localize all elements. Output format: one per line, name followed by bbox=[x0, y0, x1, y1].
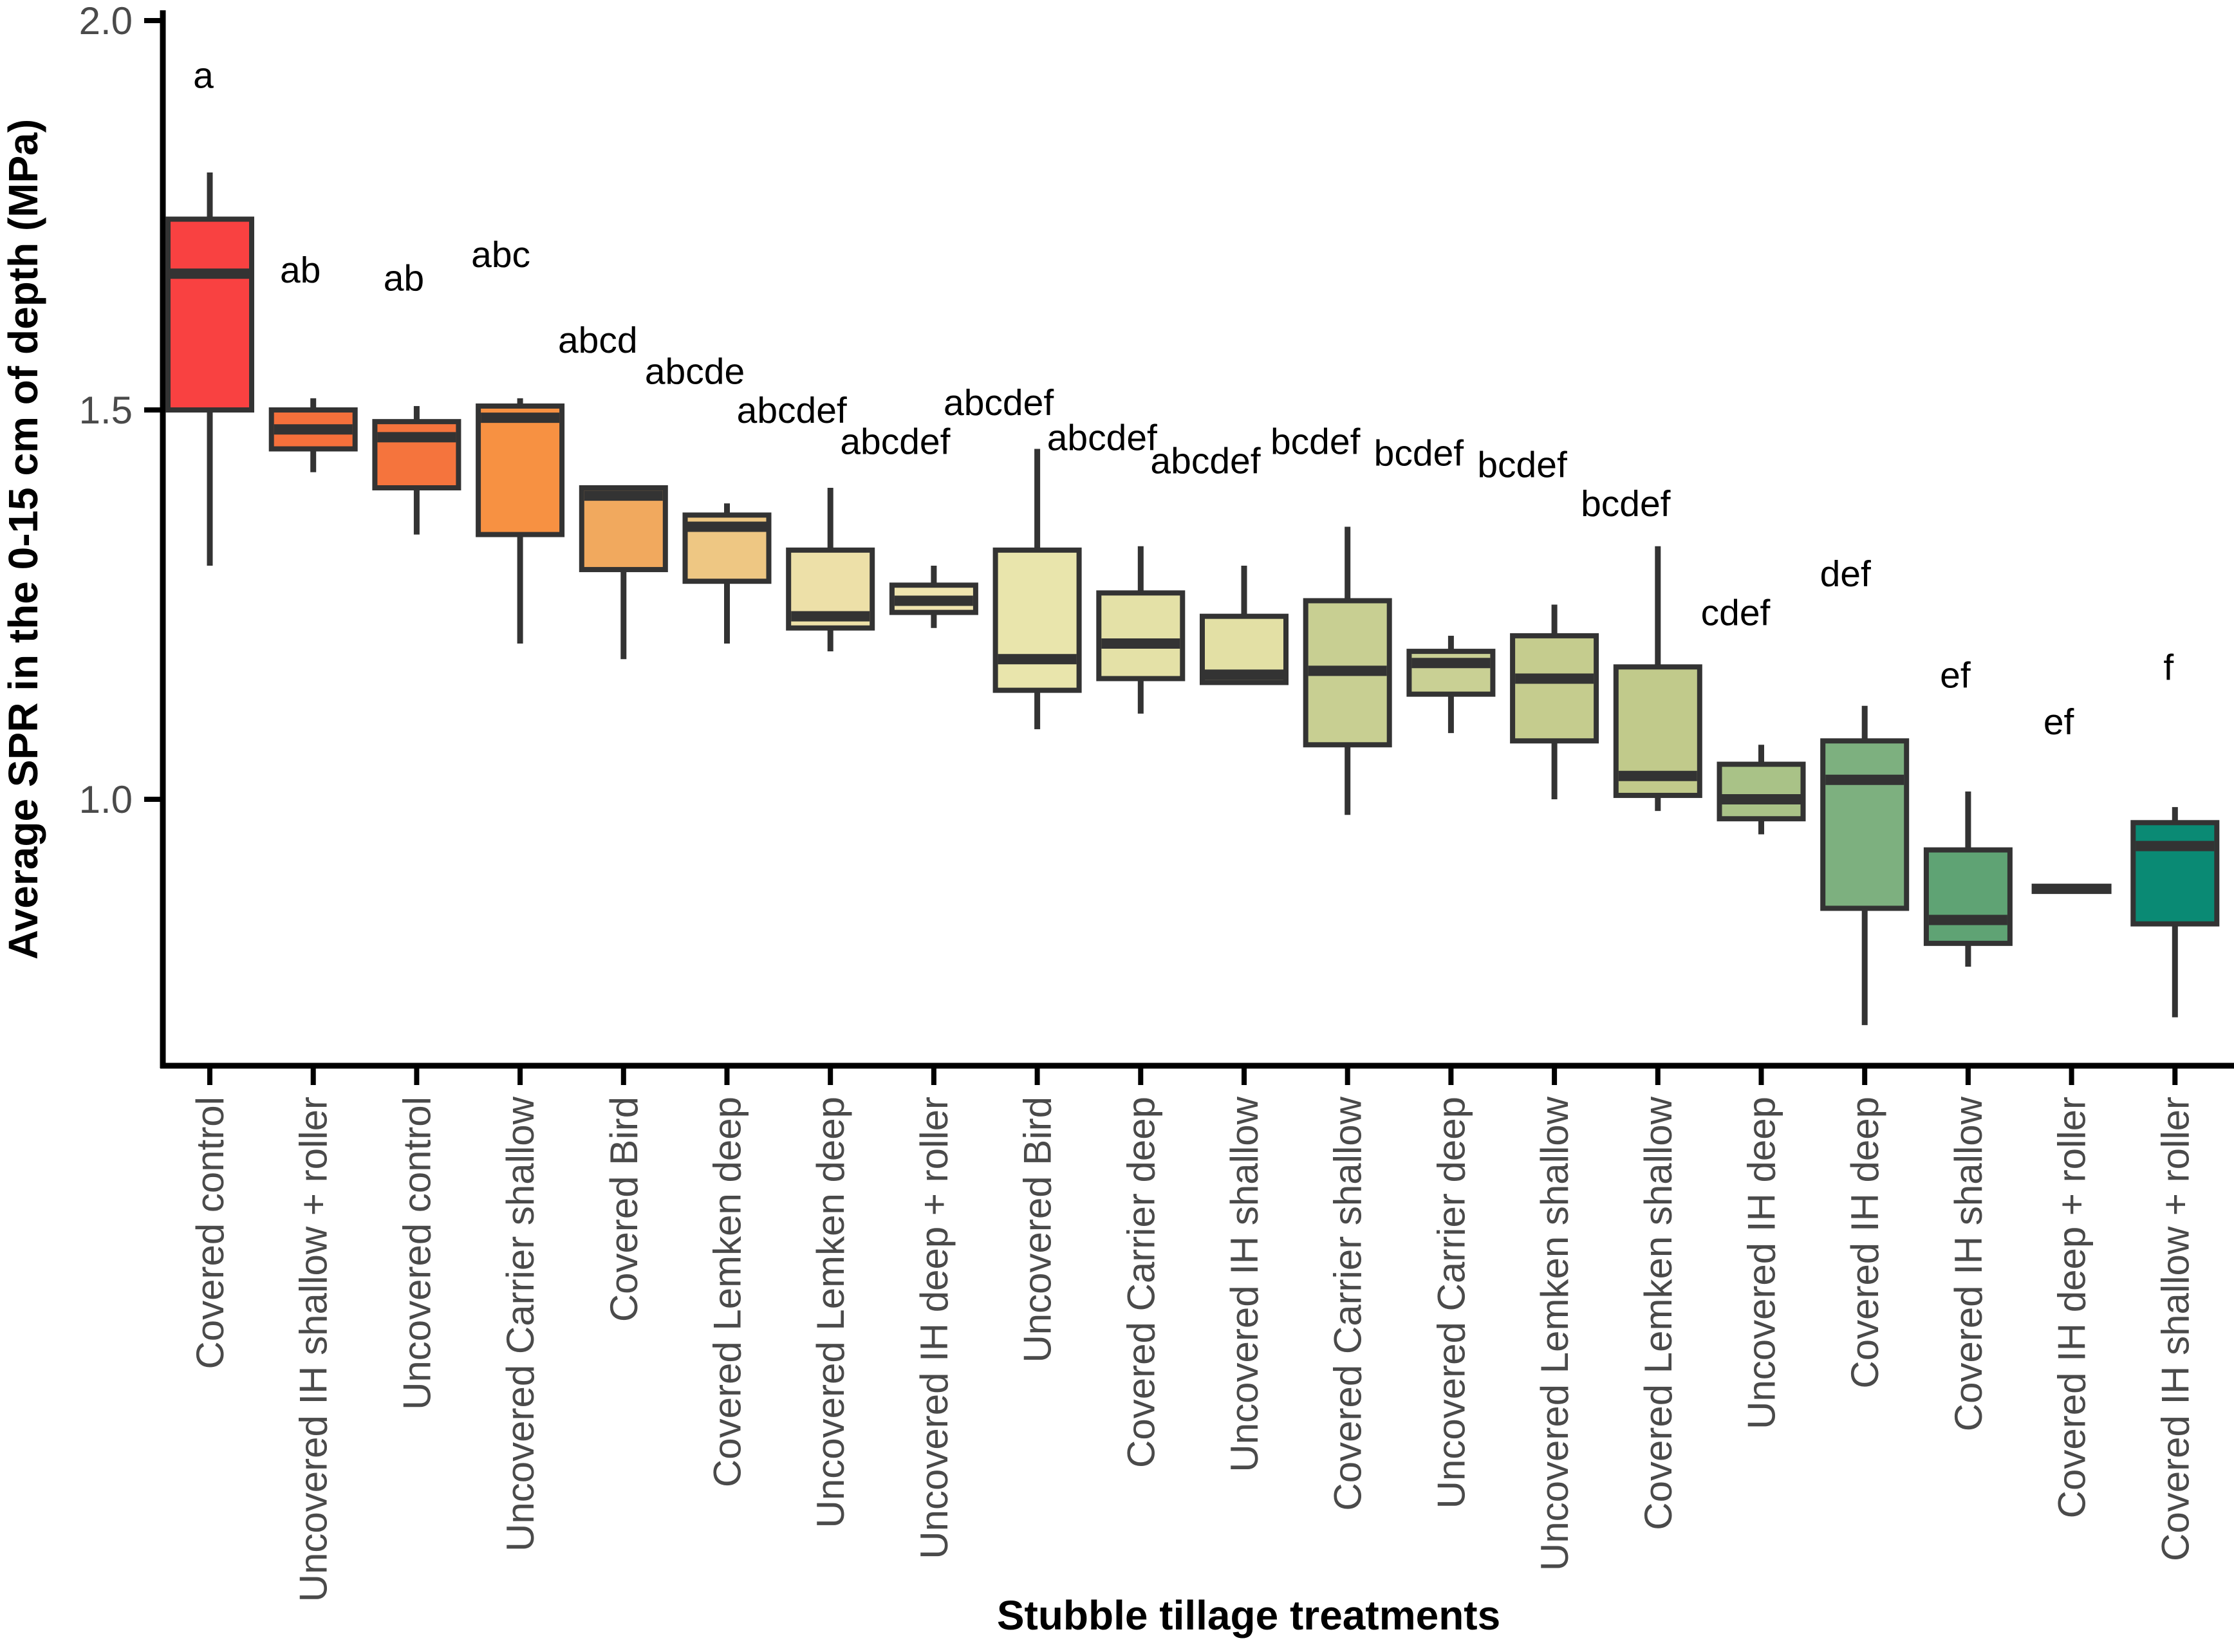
significance-letter: abcdef bbox=[1047, 417, 1157, 458]
significance-letter: cdef bbox=[1701, 593, 1771, 634]
significance-letter: bcdef bbox=[1477, 445, 1567, 486]
x-tick-label: Covered IH shallow + roller bbox=[2154, 1097, 2197, 1561]
significance-letter: f bbox=[2163, 647, 2173, 688]
x-tick-label: Covered Lemken deep bbox=[706, 1097, 749, 1487]
x-axis-title: Stubble tillage treatments bbox=[997, 1592, 1500, 1638]
significance-letter: abcde bbox=[645, 351, 745, 393]
box-18 bbox=[1923, 847, 2013, 946]
y-axis-title: Average SPR in the 0-15 cm of depth (MPa… bbox=[0, 119, 46, 960]
x-tick-label: Covered Lemken shallow bbox=[1637, 1096, 1680, 1530]
significance-letter: bcdef bbox=[1581, 483, 1671, 524]
significance-letter: def bbox=[1820, 553, 1871, 595]
x-tick-label: Covered Carrier shallow bbox=[1326, 1096, 1370, 1510]
significance-letter: ab bbox=[384, 257, 424, 299]
significance-letter: a bbox=[193, 55, 214, 97]
x-tick-label: Covered Bird bbox=[602, 1097, 646, 1322]
box-20 bbox=[2130, 820, 2220, 927]
x-tick-label: Uncovered IH shallow bbox=[1223, 1096, 1266, 1472]
box-4 bbox=[476, 403, 565, 537]
box-14 bbox=[1510, 633, 1599, 744]
x-tick-label: Covered IH shallow bbox=[1947, 1096, 1990, 1431]
x-tick-label: Covered control bbox=[189, 1097, 232, 1369]
x-tick-label: Uncovered control bbox=[395, 1097, 438, 1410]
x-tick-label: Covered IH deep + roller bbox=[2051, 1097, 2094, 1518]
box-16 bbox=[1717, 761, 1806, 822]
box-1 bbox=[165, 216, 254, 413]
significance-letter: bcdef bbox=[1271, 421, 1361, 462]
y-tick-label: 1.5 bbox=[79, 389, 133, 432]
significance-letter: abcdef bbox=[944, 382, 1054, 423]
x-tick-label: Uncovered IH deep + roller bbox=[913, 1097, 956, 1559]
x-tick-label: Uncovered Lemken shallow bbox=[1533, 1096, 1576, 1571]
y-tick-label: 1.0 bbox=[79, 778, 133, 821]
x-tick-label: Uncovered Lemken deep bbox=[809, 1097, 852, 1528]
significance-letter: abcdef bbox=[737, 390, 847, 431]
y-tick-label: 2.0 bbox=[79, 0, 133, 42]
significance-letter: abc bbox=[471, 234, 530, 275]
x-tick-label: Uncovered Carrier shallow bbox=[499, 1096, 542, 1552]
box-5 bbox=[579, 485, 668, 573]
significance-letter: abcdef bbox=[1150, 441, 1260, 482]
x-tick-label: Covered Carrier deep bbox=[1119, 1097, 1162, 1468]
x-tick-label: Uncovered IH deep bbox=[1740, 1097, 1783, 1429]
significance-letter: abcd bbox=[558, 320, 638, 361]
box-3 bbox=[372, 419, 461, 491]
box-17 bbox=[1820, 738, 1910, 911]
significance-letter: ef bbox=[1940, 654, 1971, 696]
significance-letter: bcdef bbox=[1374, 433, 1464, 474]
box-13 bbox=[1406, 649, 1496, 697]
boxplot-marks: 2.0 1.5 1.0 Covered control a Uncovered IH sh… bbox=[79, 0, 2234, 1602]
significance-letter: abcdef bbox=[840, 421, 950, 462]
x-tick-label: Uncovered Bird bbox=[1016, 1097, 1059, 1363]
x-tick-label: Uncovered IH shallow + roller bbox=[292, 1097, 335, 1602]
box-9 bbox=[992, 547, 1082, 693]
x-tick-label: Uncovered Carrier deep bbox=[1429, 1097, 1473, 1508]
x-tick-label: Covered IH deep bbox=[1843, 1097, 1886, 1389]
box-10 bbox=[1096, 590, 1186, 682]
significance-letter: ab bbox=[280, 250, 321, 291]
significance-letter: ef bbox=[2043, 701, 2074, 743]
